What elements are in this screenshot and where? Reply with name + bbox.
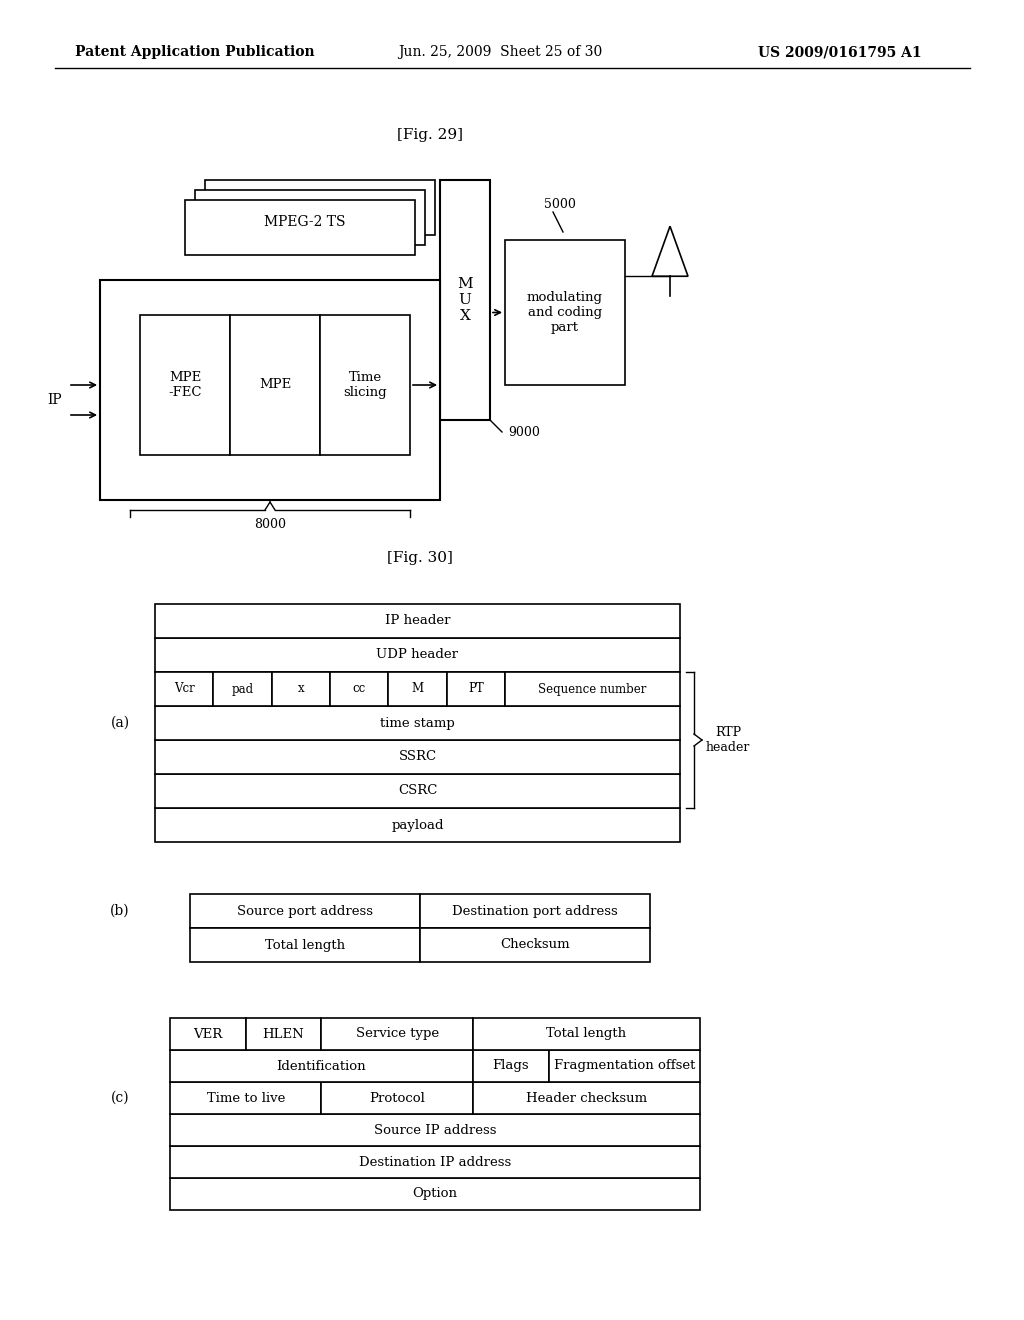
Bar — [170, 1146, 700, 1177]
Bar — [473, 1018, 700, 1049]
Text: Total length: Total length — [265, 939, 345, 952]
Text: 8000: 8000 — [254, 519, 286, 532]
Text: PT: PT — [468, 682, 483, 696]
Text: SSRC: SSRC — [398, 751, 436, 763]
Text: Time
slicing: Time slicing — [343, 371, 387, 399]
Text: HLEN: HLEN — [263, 1027, 304, 1040]
Text: (b): (b) — [111, 904, 130, 917]
Bar — [170, 1018, 246, 1049]
Text: RTP
header: RTP header — [706, 726, 751, 754]
Text: Total length: Total length — [547, 1027, 627, 1040]
Text: 5000: 5000 — [544, 198, 575, 211]
Bar — [440, 180, 490, 420]
Bar — [140, 315, 230, 455]
Bar — [549, 1049, 700, 1082]
Text: MPEG-2 TS: MPEG-2 TS — [264, 215, 346, 230]
Text: (c): (c) — [111, 1092, 129, 1105]
Bar — [190, 928, 420, 962]
Text: Destination IP address: Destination IP address — [358, 1155, 511, 1168]
Bar — [155, 706, 680, 741]
Bar — [319, 315, 410, 455]
Bar — [446, 672, 505, 706]
Text: Identification: Identification — [276, 1060, 367, 1072]
Text: IP header: IP header — [385, 615, 451, 627]
Text: Flags: Flags — [493, 1060, 529, 1072]
Bar — [330, 672, 388, 706]
Bar — [271, 672, 330, 706]
Text: Source IP address: Source IP address — [374, 1123, 497, 1137]
Text: UDP header: UDP header — [377, 648, 459, 661]
Text: Option: Option — [413, 1188, 458, 1200]
Bar — [170, 1114, 700, 1146]
Text: Time to live: Time to live — [207, 1092, 285, 1105]
Bar — [473, 1082, 700, 1114]
Text: payload: payload — [391, 818, 443, 832]
Bar — [155, 672, 213, 706]
Text: Fragmentation offset: Fragmentation offset — [554, 1060, 695, 1072]
Text: [Fig. 30]: [Fig. 30] — [387, 550, 453, 565]
Bar — [205, 180, 435, 235]
Text: Header checksum: Header checksum — [526, 1092, 647, 1105]
Bar — [322, 1018, 473, 1049]
Bar — [388, 672, 446, 706]
Text: [Fig. 29]: [Fig. 29] — [397, 128, 463, 143]
Bar — [185, 201, 415, 255]
Bar — [505, 672, 680, 706]
Bar — [190, 894, 420, 928]
Text: time stamp: time stamp — [380, 717, 455, 730]
Bar — [155, 605, 680, 638]
Bar — [505, 240, 625, 385]
Bar — [100, 280, 440, 500]
Text: CSRC: CSRC — [397, 784, 437, 797]
Text: Patent Application Publication: Patent Application Publication — [75, 45, 314, 59]
Text: MPE: MPE — [259, 379, 291, 392]
Bar — [155, 808, 680, 842]
Bar — [420, 928, 650, 962]
Bar — [155, 638, 680, 672]
Bar — [170, 1082, 322, 1114]
Bar — [473, 1049, 549, 1082]
Text: Source port address: Source port address — [237, 904, 373, 917]
Bar — [246, 1018, 322, 1049]
Bar — [170, 1177, 700, 1210]
Text: pad: pad — [231, 682, 254, 696]
Text: MPE
-FEC: MPE -FEC — [168, 371, 202, 399]
Text: M: M — [412, 682, 424, 696]
Bar — [322, 1082, 473, 1114]
Text: x: x — [298, 682, 304, 696]
Text: US 2009/0161795 A1: US 2009/0161795 A1 — [758, 45, 922, 59]
Text: Service type: Service type — [355, 1027, 438, 1040]
Text: IP: IP — [48, 393, 62, 407]
Bar — [230, 315, 319, 455]
Bar — [195, 190, 425, 246]
Text: Checksum: Checksum — [500, 939, 569, 952]
Bar — [420, 894, 650, 928]
Bar — [213, 672, 271, 706]
Text: modulating
and coding
part: modulating and coding part — [527, 290, 603, 334]
Text: Jun. 25, 2009  Sheet 25 of 30: Jun. 25, 2009 Sheet 25 of 30 — [398, 45, 602, 59]
Bar — [155, 741, 680, 774]
Text: Vcr: Vcr — [174, 682, 195, 696]
Text: VER: VER — [194, 1027, 222, 1040]
Text: cc: cc — [352, 682, 366, 696]
Text: (a): (a) — [111, 715, 130, 730]
Text: Sequence number: Sequence number — [539, 682, 647, 696]
Bar — [170, 1049, 473, 1082]
Bar — [155, 774, 680, 808]
Text: M
U
X: M U X — [457, 277, 473, 323]
Text: Destination port address: Destination port address — [453, 904, 617, 917]
Text: 9000: 9000 — [508, 425, 540, 438]
Text: Protocol: Protocol — [370, 1092, 425, 1105]
